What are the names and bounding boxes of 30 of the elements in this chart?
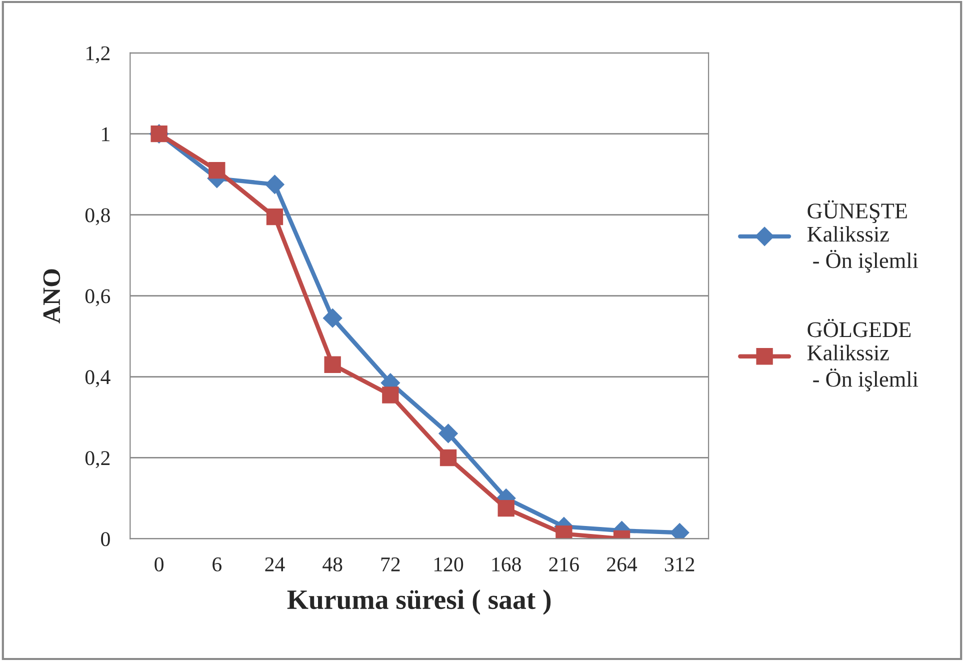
x-tick-label: 0 <box>154 557 164 572</box>
x-tick-label: 120 <box>434 557 464 572</box>
x-tick-label: 72 <box>381 557 400 572</box>
x-tick-label: 48 <box>322 557 342 572</box>
y-tick-label: 0,4 <box>85 370 110 388</box>
point <box>323 308 342 328</box>
point <box>498 500 514 517</box>
x-tick-label: 168 <box>492 557 521 572</box>
point <box>440 449 457 466</box>
x-tick-label: 24 <box>265 557 285 572</box>
point <box>438 424 458 443</box>
y-tick-label: 0,8 <box>85 208 110 226</box>
point <box>382 386 399 404</box>
y-tick-label: 1 <box>102 127 110 142</box>
y-tick-label: 0,2 <box>85 451 110 468</box>
x-tick-label: 312 <box>664 557 694 572</box>
y-tick-label: 0 <box>101 532 110 546</box>
x-axis-title: Kuruma süresi ( saat ) <box>287 590 551 615</box>
point <box>266 208 284 226</box>
x-tick-label: 264 <box>607 557 638 572</box>
y-axis-title: ANO <box>43 269 60 324</box>
x-tick-label: 216 <box>549 557 579 572</box>
point <box>324 356 341 373</box>
point <box>265 174 284 194</box>
legend-label: GÜNEŞTE Kalikssiz - Ön işlemli <box>807 200 918 273</box>
point <box>208 162 226 179</box>
legend-label: GÖLGEDE Kalikssiz - Ön işlemli <box>807 318 918 392</box>
y-tick-label: 0,6 <box>85 289 110 306</box>
x-tick-label: 6 <box>212 557 222 572</box>
y-tick-label: 1,2 <box>86 46 110 64</box>
